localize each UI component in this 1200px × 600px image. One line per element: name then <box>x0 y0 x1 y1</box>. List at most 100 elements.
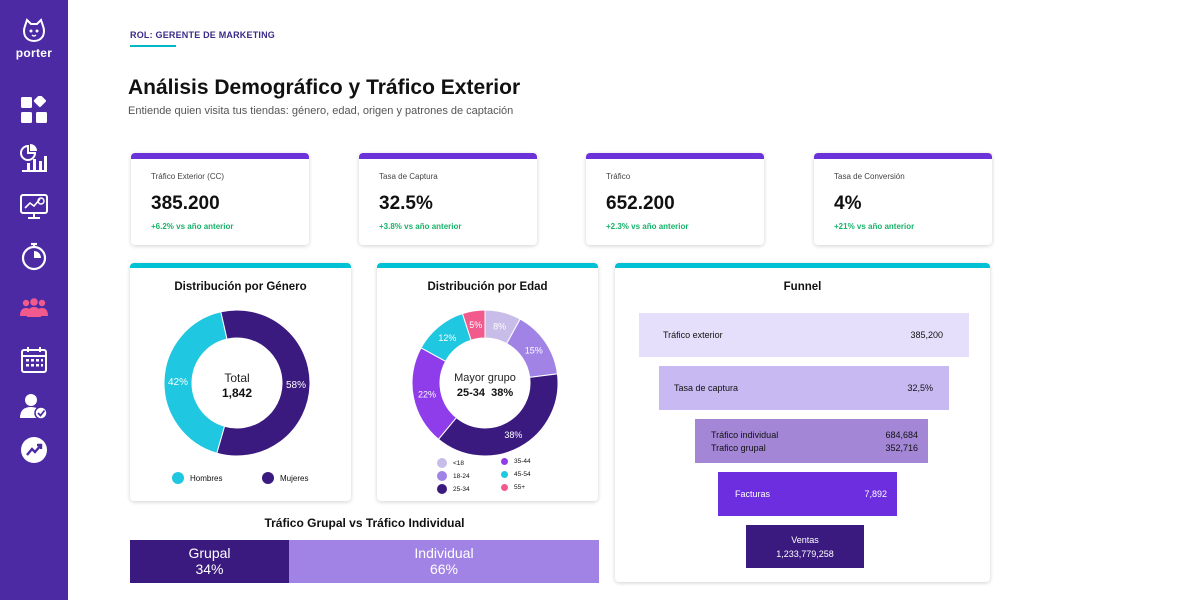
legend-swatch <box>501 484 508 491</box>
cat-logo-icon <box>23 18 45 43</box>
kpi-value: 652.200 <box>606 193 675 214</box>
gender-center-value: 1,842 <box>222 386 252 400</box>
age-slice-25-34[interactable] <box>437 373 559 457</box>
age-chart-title: Distribución por Edad <box>427 281 548 293</box>
kpi-value: 4% <box>834 193 862 214</box>
funnel-card: Funnel Tráfico exterior 385,200 Tasa de … <box>615 263 990 582</box>
gender-slice-mujeres[interactable] <box>216 309 311 457</box>
legend-label: 25-34 <box>453 485 470 493</box>
sidebar: porter <box>0 0 68 600</box>
analytics-icon[interactable] <box>18 142 50 174</box>
kpi-accent-bar <box>359 153 537 159</box>
group-percent: 34% <box>195 561 224 577</box>
funnel-step-label: Tráfico individual <box>711 430 779 440</box>
group-vs-individual-title: Tráfico Grupal vs Tráfico Individual <box>264 516 465 530</box>
funnel-step-traffic-split[interactable]: Tráfico individual 684,684 Trafico grupa… <box>695 419 928 463</box>
gender-slice-label-mujeres: 58% <box>286 380 306 391</box>
age-slice-label-55plus: 5% <box>469 320 482 330</box>
kpi-delta: +3.8% vs año anterior <box>379 222 462 231</box>
stopwatch-icon[interactable] <box>18 240 50 272</box>
funnel-step-invoices[interactable]: Facturas 7,892 <box>718 472 897 516</box>
legend-label: 55+ <box>514 484 526 491</box>
kpi-value: 385.200 <box>151 193 220 214</box>
gender-chart-title: Distribución por Género <box>174 281 307 293</box>
legend-swatch <box>437 458 447 468</box>
legend-swatch <box>172 472 184 484</box>
brand-logo[interactable]: porter <box>14 18 54 60</box>
legend-label: <18 <box>453 459 465 467</box>
kpi-label: Tasa de Captura <box>379 172 438 181</box>
card-accent-bar <box>615 263 990 268</box>
age-center-label: Mayor grupo <box>454 372 516 384</box>
legend-label: Hombres <box>190 473 223 483</box>
kpi-card-conversion-rate[interactable]: Tasa de Conversión 4% +21% vs año anteri… <box>814 153 992 245</box>
age-slice-label-35-44: 22% <box>418 390 436 400</box>
funnel-step-label: Ventas <box>791 535 819 545</box>
age-distribution-card: Distribución por Edad Mayor grupo 25-34 … <box>377 263 598 501</box>
dashboard-icon[interactable] <box>18 94 50 126</box>
funnel-step-value: 684,684 <box>885 430 918 440</box>
legend-swatch <box>262 472 274 484</box>
gender-distribution-card: Distribución por Género Total 1,842 42% … <box>130 263 351 501</box>
kpi-card-capture-rate[interactable]: Tasa de Captura 32.5% +3.8% vs año anter… <box>359 153 537 245</box>
legend-swatch <box>501 458 508 465</box>
legend-under18[interactable]: <18 <box>437 458 464 468</box>
legend-label: 18-24 <box>453 472 470 480</box>
individual-percent: 66% <box>429 561 459 577</box>
legend-55plus[interactable]: 55+ <box>501 484 525 491</box>
calendar-icon[interactable] <box>18 344 50 376</box>
funnel-step-value: 7,892 <box>864 489 887 499</box>
funnel-step-label: Trafico grupal <box>711 443 766 453</box>
funnel-step-exterior-traffic[interactable]: Tráfico exterior 385,200 <box>639 313 969 357</box>
page-subtitle: Entiende quien visita tus tiendas: géner… <box>128 105 514 117</box>
funnel-step-label: Tráfico exterior <box>663 330 723 340</box>
monitor-icon[interactable] <box>18 190 50 222</box>
kpi-label: Tráfico Exterior (CC) <box>151 172 225 181</box>
legend-45-54[interactable]: 45-54 <box>501 471 531 478</box>
legend-label: Mujeres <box>280 473 309 483</box>
legend-hombres[interactable]: Hombres <box>172 472 222 484</box>
legend-18-24[interactable]: 18-24 <box>437 471 470 481</box>
funnel-step-label: Facturas <box>735 489 771 499</box>
funnel-step-value: 1,233,779,258 <box>776 549 834 559</box>
legend-35-44[interactable]: 35-44 <box>501 458 531 465</box>
group-traffic-bar[interactable]: Grupal 34% <box>130 540 289 583</box>
legend-label: 35-44 <box>514 458 531 465</box>
brand-name: porter <box>15 46 53 60</box>
legend-mujeres[interactable]: Mujeres <box>262 472 308 484</box>
legend-25-34[interactable]: 25-34 <box>437 484 470 494</box>
kpi-card-exterior-traffic[interactable]: Tráfico Exterior (CC) 385.200 +6.2% vs a… <box>131 153 309 245</box>
age-center-value: 25-34 38% <box>457 387 513 399</box>
age-slice-label-25-34: 38% <box>504 430 522 440</box>
people-icon[interactable] <box>18 292 50 324</box>
card-accent-bar <box>130 263 351 268</box>
kpi-label: Tasa de Conversión <box>834 172 905 181</box>
trend-up-icon[interactable] <box>18 434 50 466</box>
gender-slice-label-hombres: 42% <box>168 377 188 388</box>
gender-center-label: Total <box>224 371 249 385</box>
legend-swatch <box>501 471 508 478</box>
gender-slice-hombres[interactable] <box>163 311 228 454</box>
age-slice-55plus[interactable] <box>461 309 486 341</box>
group-label: Grupal <box>188 545 231 561</box>
individual-traffic-bar[interactable]: Individual 66% <box>289 540 599 583</box>
kpi-value: 32.5% <box>379 193 433 214</box>
kpi-accent-bar <box>814 153 992 159</box>
kpi-label: Tráfico <box>606 172 631 181</box>
funnel-step-sales[interactable]: Ventas 1,233,779,258 <box>746 525 864 568</box>
funnel-step-capture-rate[interactable]: Tasa de captura 32,5% <box>659 366 949 410</box>
kpi-card-traffic[interactable]: Tráfico 652.200 +2.3% vs año anterior <box>586 153 764 245</box>
funnel-step-value: 385,200 <box>910 330 943 340</box>
legend-swatch <box>437 484 447 494</box>
funnel-title: Funnel <box>783 281 822 293</box>
kpi-accent-bar <box>131 153 309 159</box>
gender-donut-chart: Total 1,842 42% 58% <box>163 309 311 457</box>
user-check-icon[interactable] <box>18 390 50 422</box>
kpi-accent-bar <box>586 153 764 159</box>
page-title: Análisis Demográfico y Tráfico Exterior <box>128 76 521 99</box>
individual-label: Individual <box>414 545 474 561</box>
kpi-delta: +6.2% vs año anterior <box>151 222 234 231</box>
kpi-delta: +2.3% vs año anterior <box>606 222 689 231</box>
legend-swatch <box>437 471 447 481</box>
age-donut-chart: Mayor grupo 25-34 38% 8% 15% 38% 22% 12%… <box>411 309 559 457</box>
